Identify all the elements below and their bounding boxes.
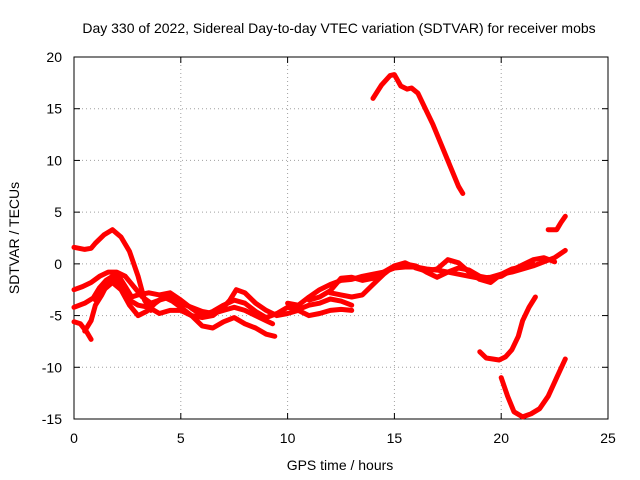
grid <box>74 57 608 419</box>
series-line-s12 <box>498 356 568 420</box>
plot-frame <box>73 56 609 420</box>
y-tick-label: 5 <box>54 204 62 220</box>
y-axis-label: SDTVAR / TECUs <box>6 182 22 294</box>
y-tick-label: -10 <box>42 359 62 375</box>
series-line-s9 <box>306 255 558 303</box>
series-line-s11 <box>477 294 538 363</box>
x-axis-label: GPS time / hours <box>287 457 394 473</box>
series-line-s13 <box>545 213 568 233</box>
y-tick-label: 20 <box>46 49 62 65</box>
y-tick-label: -5 <box>50 308 63 324</box>
series-line-s10 <box>370 72 466 196</box>
series-line-s1 <box>71 227 154 313</box>
y-tick-label: -15 <box>42 411 62 427</box>
x-tick-label: 15 <box>387 430 403 446</box>
series-line-s5 <box>92 280 278 339</box>
series-line-s6 <box>71 319 94 342</box>
series-layer <box>71 72 568 420</box>
x-tick-label: 0 <box>70 430 78 446</box>
series-line-s4 <box>82 276 355 334</box>
y-tick-label: 15 <box>46 101 62 117</box>
axis-ticks: 0 5 10 15 20 25 -15 -10 -5 0 5 10 15 20 <box>42 49 616 446</box>
x-tick-label: 10 <box>280 430 296 446</box>
y-tick-label: 10 <box>46 152 62 168</box>
y-tick-label: 0 <box>54 256 62 272</box>
x-tick-label: 25 <box>600 430 616 446</box>
chart-title: Day 330 of 2022, Sidereal Day-to-day VTE… <box>82 20 595 36</box>
x-tick-label: 20 <box>493 430 509 446</box>
x-tick-label: 5 <box>177 430 185 446</box>
